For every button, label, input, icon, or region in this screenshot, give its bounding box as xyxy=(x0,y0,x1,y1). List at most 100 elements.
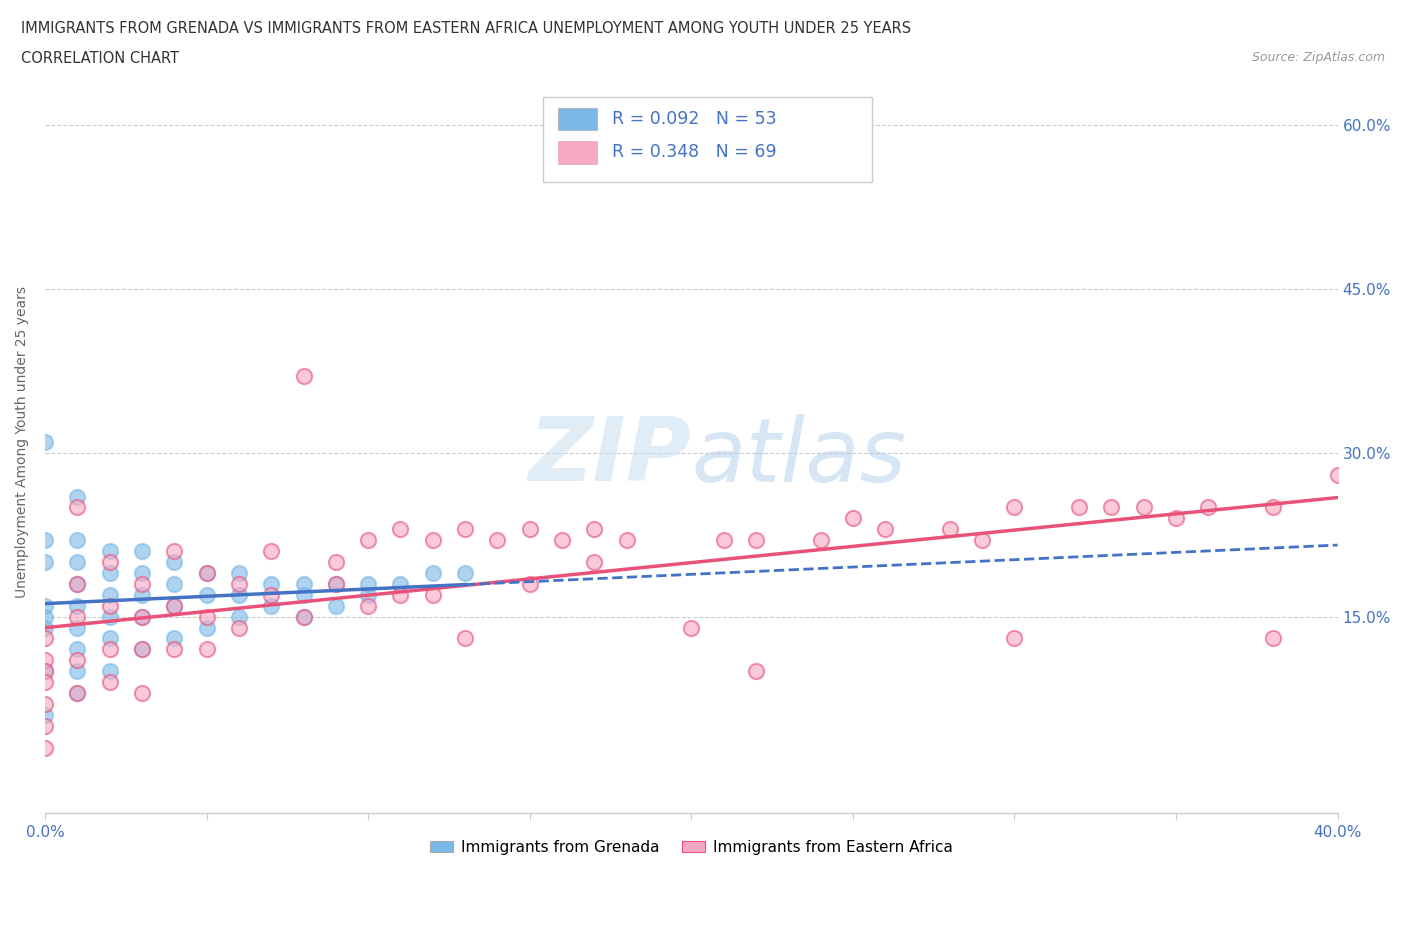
Point xyxy=(228,577,250,591)
Point xyxy=(131,642,153,657)
Point xyxy=(163,631,186,646)
Point xyxy=(260,577,283,591)
Point xyxy=(66,598,89,613)
Point xyxy=(34,554,56,569)
Point xyxy=(34,653,56,668)
Point xyxy=(325,554,347,569)
Point xyxy=(939,522,962,537)
Point xyxy=(34,631,56,646)
Point xyxy=(1132,500,1154,515)
Point xyxy=(842,511,865,525)
Point xyxy=(34,664,56,679)
Point xyxy=(260,588,283,603)
Point xyxy=(195,565,218,580)
Point xyxy=(163,642,186,657)
Legend: Immigrants from Grenada, Immigrants from Eastern Africa: Immigrants from Grenada, Immigrants from… xyxy=(425,834,959,861)
Point xyxy=(583,522,606,537)
Text: IMMIGRANTS FROM GRENADA VS IMMIGRANTS FROM EASTERN AFRICA UNEMPLOYMENT AMONG YOU: IMMIGRANTS FROM GRENADA VS IMMIGRANTS FR… xyxy=(21,21,911,36)
Point xyxy=(98,598,121,613)
Point xyxy=(98,664,121,679)
Point xyxy=(34,434,56,449)
Point xyxy=(1099,500,1122,515)
Point xyxy=(163,554,186,569)
Point xyxy=(163,577,186,591)
Point xyxy=(325,577,347,591)
Point xyxy=(66,685,89,700)
Point xyxy=(66,554,89,569)
Point xyxy=(66,577,89,591)
Point xyxy=(131,565,153,580)
Point xyxy=(66,489,89,504)
FancyBboxPatch shape xyxy=(543,97,872,182)
Point xyxy=(1261,500,1284,515)
Point xyxy=(1004,500,1026,515)
Point xyxy=(98,554,121,569)
Point xyxy=(292,577,315,591)
Point xyxy=(66,577,89,591)
Point xyxy=(292,609,315,624)
FancyBboxPatch shape xyxy=(558,141,598,164)
Point xyxy=(422,565,444,580)
Point xyxy=(616,533,638,548)
Point xyxy=(357,598,380,613)
Point xyxy=(131,588,153,603)
Point xyxy=(260,544,283,559)
Point xyxy=(1261,631,1284,646)
Point xyxy=(325,598,347,613)
Point xyxy=(66,685,89,700)
Point xyxy=(34,609,56,624)
Point xyxy=(195,565,218,580)
Y-axis label: Unemployment Among Youth under 25 years: Unemployment Among Youth under 25 years xyxy=(15,286,30,598)
Point xyxy=(357,533,380,548)
Point xyxy=(454,565,477,580)
Point xyxy=(66,642,89,657)
Point xyxy=(357,588,380,603)
Point xyxy=(292,588,315,603)
Point xyxy=(1326,467,1348,482)
Point xyxy=(131,685,153,700)
Point xyxy=(163,598,186,613)
Point xyxy=(454,522,477,537)
Point xyxy=(292,609,315,624)
Point xyxy=(1197,500,1219,515)
Point xyxy=(519,522,541,537)
Point xyxy=(713,533,735,548)
Point xyxy=(98,588,121,603)
Point xyxy=(228,588,250,603)
Point xyxy=(972,533,994,548)
Point xyxy=(228,565,250,580)
Point xyxy=(325,577,347,591)
Point xyxy=(98,609,121,624)
Point xyxy=(195,588,218,603)
Point xyxy=(131,577,153,591)
Point xyxy=(195,642,218,657)
Point xyxy=(228,620,250,635)
Point xyxy=(195,609,218,624)
Point xyxy=(357,577,380,591)
Point xyxy=(66,664,89,679)
Point xyxy=(66,620,89,635)
Point xyxy=(131,642,153,657)
Point xyxy=(389,588,412,603)
Text: atlas: atlas xyxy=(692,414,907,499)
Point xyxy=(810,533,832,548)
Text: ZIP: ZIP xyxy=(529,413,692,500)
Point xyxy=(486,533,509,548)
Point xyxy=(34,533,56,548)
Point xyxy=(875,522,897,537)
Point xyxy=(163,598,186,613)
Point xyxy=(34,697,56,711)
Point xyxy=(228,609,250,624)
Point xyxy=(454,631,477,646)
Point xyxy=(1069,500,1091,515)
Text: Source: ZipAtlas.com: Source: ZipAtlas.com xyxy=(1251,51,1385,64)
Point xyxy=(34,664,56,679)
Point xyxy=(292,369,315,384)
Point xyxy=(66,653,89,668)
Point xyxy=(195,620,218,635)
Point xyxy=(681,620,703,635)
Point xyxy=(34,740,56,755)
Point xyxy=(131,544,153,559)
Point xyxy=(98,565,121,580)
Point xyxy=(745,664,768,679)
